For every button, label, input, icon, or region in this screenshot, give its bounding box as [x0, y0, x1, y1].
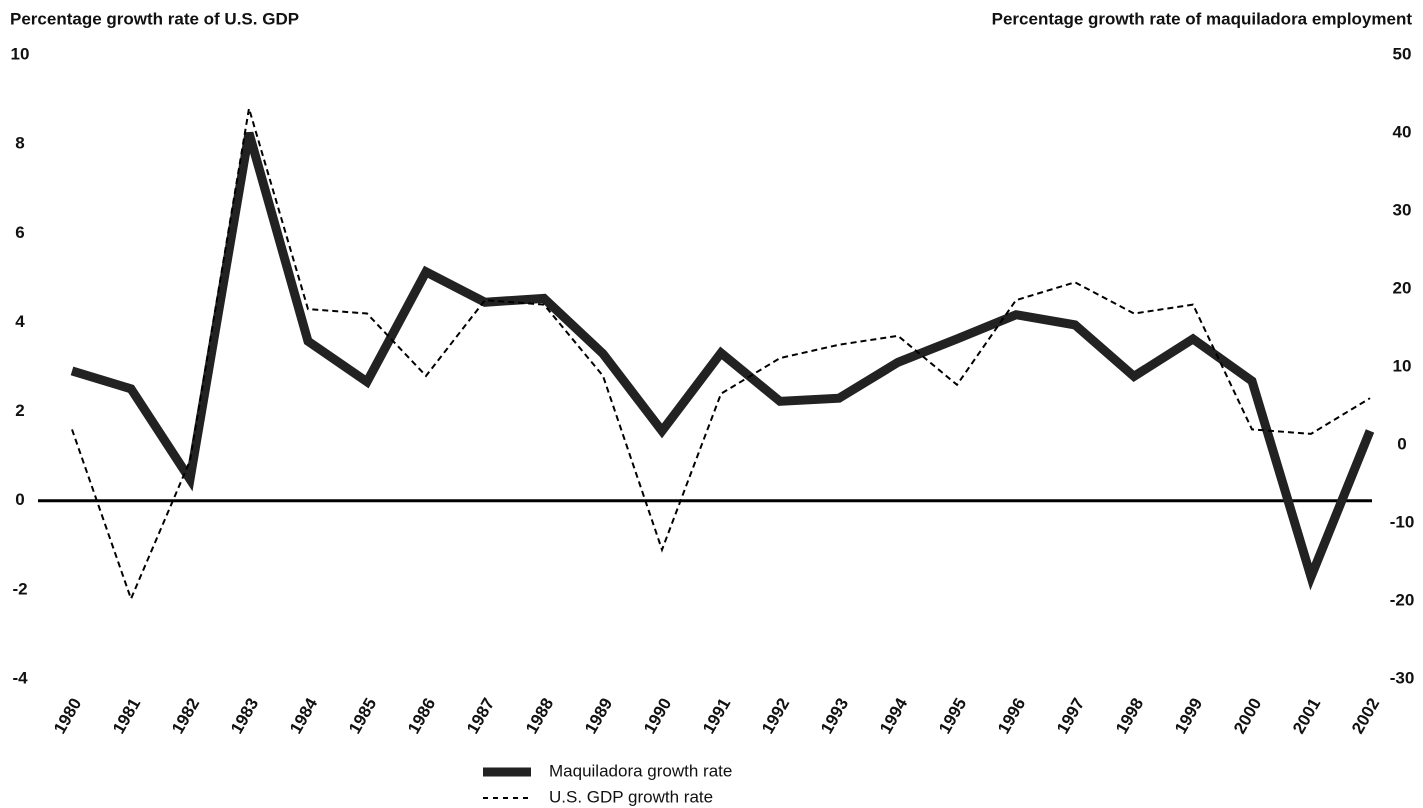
x-tick-label: 1983 [227, 695, 262, 737]
x-tick-label: 1986 [404, 695, 439, 737]
y-tick-label: 0 [15, 490, 24, 509]
y-axis-title: Percentage growth rate of U.S. GDP [10, 9, 299, 28]
x-tick-label: 1984 [286, 694, 322, 737]
x-tick-label: 1980 [50, 695, 85, 737]
x-tick-label: 1985 [345, 695, 380, 737]
x-tick-label: 2000 [1230, 695, 1265, 737]
y2-tick-label: -20 [1390, 590, 1415, 609]
series-line [70, 131, 1375, 591]
x-tick-label: 1981 [109, 695, 144, 737]
x-tick-label: 1992 [758, 695, 793, 737]
y2-tick-label: 10 [1393, 356, 1412, 375]
legend-label: U.S. GDP growth rate [549, 787, 713, 806]
x-tick-label: 1990 [640, 695, 675, 737]
x-tick-label: 1988 [522, 695, 557, 737]
y-tick-label: -4 [12, 668, 28, 687]
x-tick-label: 1995 [935, 695, 970, 737]
x-tick-label: 1989 [581, 695, 616, 737]
y2-axis-title: Percentage growth rate of maquiladora em… [992, 9, 1413, 28]
y2-tick-label: 20 [1393, 278, 1412, 297]
y-tick-label: 10 [11, 44, 30, 63]
y2-tick-label: 50 [1393, 44, 1412, 63]
x-tick-label: 1994 [876, 694, 912, 737]
x-tick-label: 2001 [1289, 695, 1324, 737]
x-tick-label: 1993 [817, 695, 852, 737]
series-line [71, 108, 1371, 602]
y-tick-label: 4 [15, 312, 25, 331]
y2-tick-label: 0 [1397, 434, 1406, 453]
y-tick-label: 6 [15, 223, 24, 242]
x-tick-label: 1997 [1053, 695, 1088, 737]
y2-tick-label: 30 [1393, 200, 1412, 219]
x-tick-label: 1991 [699, 695, 734, 737]
y2-tick-label: 40 [1393, 122, 1412, 141]
y-tick-label: 2 [15, 401, 24, 420]
x-tick-label: 1996 [994, 695, 1029, 737]
y-tick-label: 8 [15, 134, 24, 153]
y2-tick-label: -10 [1390, 512, 1415, 531]
x-tick-label: 1999 [1171, 695, 1206, 737]
legend-label: Maquiladora growth rate [549, 761, 732, 780]
x-tick-label: 1987 [463, 695, 498, 737]
x-tick-label: 1982 [168, 695, 203, 737]
x-tick-label: 1998 [1112, 695, 1147, 737]
y-tick-label: -2 [12, 579, 27, 598]
x-tick-label: 2002 [1348, 695, 1383, 737]
y2-tick-label: -30 [1390, 668, 1415, 687]
